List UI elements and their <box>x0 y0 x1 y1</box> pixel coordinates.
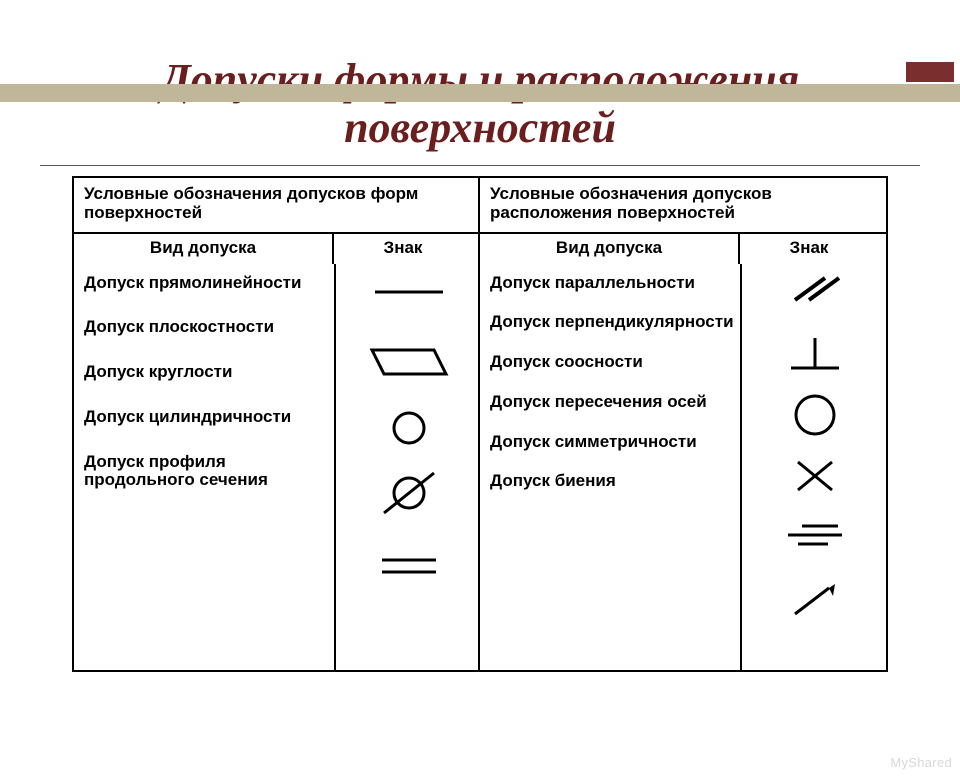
right-col1-header: Вид допуска <box>480 234 738 264</box>
table-row: Допуск пересечения осей <box>490 393 736 412</box>
tolerances-table: Условные обозначения допусков форм повер… <box>72 176 888 672</box>
top-band <box>0 84 960 102</box>
perpendicularity-icon <box>742 334 888 374</box>
table-row: Допуск параллельности <box>490 274 736 293</box>
table-row: Допуск перпендикулярности <box>490 313 736 332</box>
left-column-headers: Вид допускаЗнак <box>74 234 478 264</box>
right-column-headers: Вид допускаЗнак <box>480 234 886 264</box>
table-row: Допуск цилиндричности <box>84 408 330 427</box>
left-col2-header: Знак <box>332 234 472 264</box>
page-title: Допуски формы и расположения поверхносте… <box>40 56 920 153</box>
table-row: Допуск симметричности <box>490 433 736 452</box>
table-row: Допуск круглости <box>84 363 330 382</box>
runout-icon <box>742 580 888 620</box>
symmetry-icon <box>742 520 888 550</box>
table-left-half: Условные обозначения допусков форм повер… <box>74 178 480 670</box>
table-row: Допуск плоскостности <box>84 318 330 337</box>
right-group-header: Условные обозначения допусков расположен… <box>480 178 886 234</box>
table-row: Допуск соосности <box>490 353 736 372</box>
table-row: Допуск профиля продольного сечения <box>84 453 330 490</box>
left-labels: Допуск прямолинейности Допуск плоскостно… <box>74 264 334 670</box>
flatness-icon <box>336 342 482 382</box>
parallelism-icon <box>742 272 888 306</box>
straightness-icon <box>336 288 482 296</box>
table-right-half: Условные обозначения допусков расположен… <box>480 178 886 670</box>
left-col1-header: Вид допуска <box>74 234 332 264</box>
concentricity-icon <box>742 392 888 438</box>
corner-accent <box>906 62 954 82</box>
watermark: MyShared <box>890 755 952 770</box>
left-rows: Допуск прямолинейности Допуск плоскостно… <box>74 264 478 670</box>
profile-icon <box>336 554 482 578</box>
right-col2-header: Знак <box>738 234 878 264</box>
table-row: Допуск прямолинейности <box>84 274 330 293</box>
intersection-icon <box>742 456 888 496</box>
title-underline <box>40 165 920 166</box>
right-rows: Допуск параллельности Допуск перпендикул… <box>480 264 886 670</box>
right-labels: Допуск параллельности Допуск перпендикул… <box>480 264 740 670</box>
table-row: Допуск биения <box>490 472 736 491</box>
right-signs <box>740 264 886 670</box>
left-group-header: Условные обозначения допусков форм повер… <box>74 178 478 234</box>
cylindricity-icon <box>336 468 482 518</box>
roundness-icon <box>336 408 482 448</box>
left-signs <box>334 264 480 670</box>
title-line-2: поверхностей <box>344 103 616 152</box>
